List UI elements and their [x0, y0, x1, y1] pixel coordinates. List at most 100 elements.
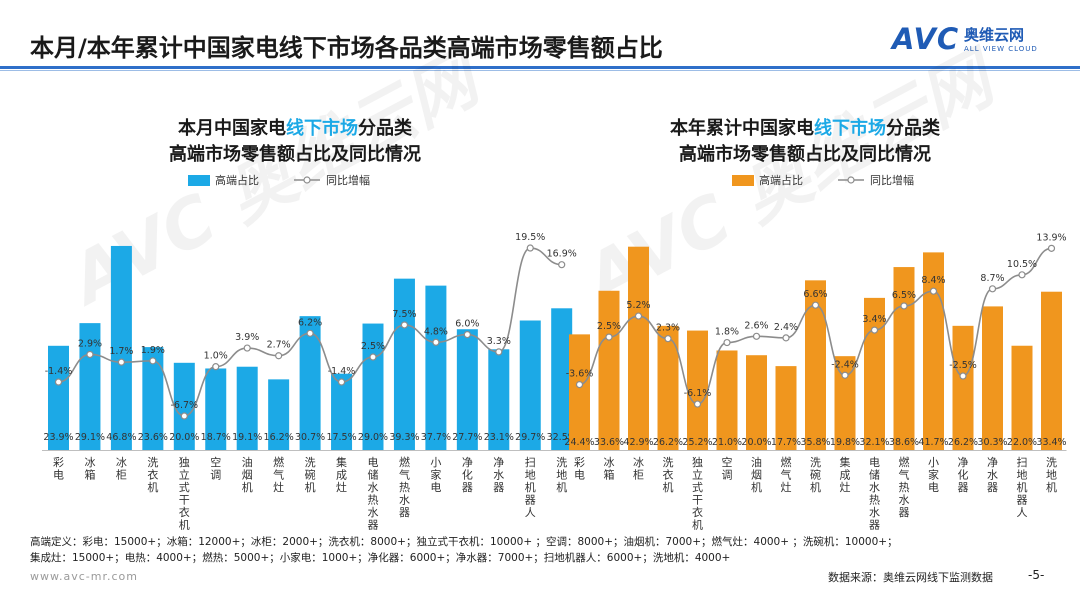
chart1-bar [519, 320, 541, 450]
chart1-bar-value-label: 29.7% [515, 432, 545, 443]
chart2-category-char: 地 [1017, 469, 1028, 482]
chart1-bar-value-label: 27.7% [452, 432, 482, 443]
chart1-bar [393, 278, 415, 450]
chart2-category-label: 冰柜 [633, 456, 644, 482]
chart2-category-label: 独立式干衣机 [692, 456, 703, 532]
chart1-growth-label: 1.9% [141, 345, 165, 356]
chart2-bar-value-label: 25.2% [682, 437, 712, 448]
chart2-category-char: 机 [692, 518, 703, 532]
chart1-bar [299, 316, 321, 450]
chart2-growth-label: 2.6% [744, 320, 768, 331]
chart2-legend-line-label: 同比增幅 [870, 173, 914, 187]
chart2-growth-line [579, 247, 1052, 405]
chart1-bar-value-label: 17.5% [326, 432, 356, 443]
chart2-category-label: 小家电 [928, 456, 939, 494]
chart2-category-label: 洗地机 [1046, 456, 1057, 494]
chart2-bar [864, 297, 885, 450]
chart1-category-char: 洗 [305, 456, 316, 469]
chart1-growth-point [306, 329, 314, 337]
chart2-category-char: 油 [751, 455, 762, 469]
chart2-growth-point [752, 332, 761, 340]
chart1-growth-label: 6.2% [298, 317, 322, 328]
chart2-category-label: 洗衣机 [663, 456, 674, 494]
chart2-category-char: 热 [869, 494, 880, 507]
chart2-category-label: 油烟机 [751, 455, 762, 494]
chart2-bar [687, 330, 708, 450]
chart2-bar [982, 306, 1003, 450]
chart2-category-char: 净 [987, 455, 998, 469]
chart1-growth-point [463, 330, 471, 339]
chart2-category-label: 燃气热水器 [899, 455, 910, 519]
chart2-bar-value-label: 42.9% [623, 437, 653, 448]
chart1-growth-point [432, 338, 440, 346]
chart1-category-char: 彩 [53, 456, 64, 469]
chart2-category-char: 衣 [692, 505, 703, 519]
chart1-legend-bar-swatch [188, 175, 210, 186]
chart2-bar [1011, 345, 1033, 450]
chart2-bar-value-label: 17.7% [771, 437, 801, 448]
chart1-category-label: 独立式干衣机 [179, 456, 190, 532]
chart2-category-label: 净水器 [987, 455, 998, 494]
chart2-title-line-1: 本年累计中国家电线下市场分品类 [670, 117, 941, 139]
chart2-bar-value-label: 19.8% [830, 437, 860, 448]
chart2-growth-label: 3.4% [862, 314, 886, 325]
chart1-growth-point [117, 358, 126, 366]
chart2-category-char: 成 [840, 469, 851, 482]
chart2-growth-point [841, 371, 849, 379]
chart2-bar-value-label: 24.4% [564, 437, 594, 448]
chart1-category-char: 干 [179, 494, 190, 507]
chart1-category-label: 洗碗机 [305, 456, 316, 494]
chart1-category-char: 电 [53, 469, 64, 482]
chart1-category-label: 小家电 [430, 456, 441, 494]
chart1-bar [173, 362, 195, 450]
chart1-growth-label: 2.9% [78, 338, 102, 349]
chart2-category-char: 热 [899, 481, 910, 494]
chart2-category-char: 冰 [604, 456, 615, 469]
chart1-growth-point [369, 353, 377, 361]
chart2-category-char: 洗 [663, 456, 674, 469]
chart1-growth-label: 7.5% [392, 309, 416, 320]
chart2-category-char: 水 [899, 494, 910, 507]
chart1-category-char: 储 [368, 468, 379, 482]
chart1-category-char: 水 [493, 469, 504, 482]
chart1-category-char: 器 [462, 481, 473, 494]
chart1-bar [331, 373, 353, 450]
chart2-growth-point [988, 285, 997, 293]
chart1-category-char: 器 [399, 506, 410, 519]
chart1-growth-label: 3.9% [235, 332, 259, 343]
chart2-category-char: 机 [1046, 480, 1057, 494]
chart1-bar [110, 245, 132, 450]
chart2-bar [598, 290, 620, 450]
chart1-category-label: 扫地机器人 [525, 456, 536, 519]
chart1-category-label: 彩电 [53, 456, 64, 482]
chart2-growth-label: 8.4% [921, 275, 945, 286]
chart1-category-char: 机 [179, 518, 190, 532]
chart2-growth-label: 6.6% [803, 289, 827, 300]
chart2-legend-bar-swatch [732, 175, 754, 186]
chart2-bar [657, 325, 679, 450]
chart1-category-char: 冰 [116, 456, 127, 469]
chart1-bar [142, 347, 164, 450]
chart2-growth-point [782, 334, 790, 342]
chart2-bar-value-label: 20.0% [741, 437, 771, 448]
chart2-title-prefix: 本年累计中国家电 [670, 117, 814, 139]
chart2-category-char: 地 [1046, 469, 1057, 482]
chart2-growth-point [605, 333, 613, 341]
chart1-category-char: 衣 [147, 468, 158, 482]
chart1-growth-label: 4.8% [424, 326, 448, 337]
chart2-category-char: 立 [692, 468, 703, 482]
chart1-growth-label: 2.7% [267, 340, 291, 351]
chart1-category-char: 水 [368, 506, 379, 519]
chart1-bar [48, 345, 69, 450]
chart2-category-char: 器 [1017, 494, 1028, 507]
chart1-title-suffix: 分品类 [358, 117, 413, 139]
chart1-title-highlight: 线下市场 [286, 117, 358, 139]
chart1-category-label: 燃气灶 [273, 455, 284, 494]
chart1-category-char: 碗 [305, 468, 316, 482]
chart1-category-label: 冰柜 [116, 456, 127, 482]
chart2-category-char: 气 [781, 468, 792, 482]
chart1-category-char: 净 [493, 455, 504, 469]
chart2-bar-value-label: 26.2% [653, 437, 683, 448]
chart2-category-char: 水 [987, 469, 998, 482]
chart1-category-char: 燃 [399, 455, 410, 469]
